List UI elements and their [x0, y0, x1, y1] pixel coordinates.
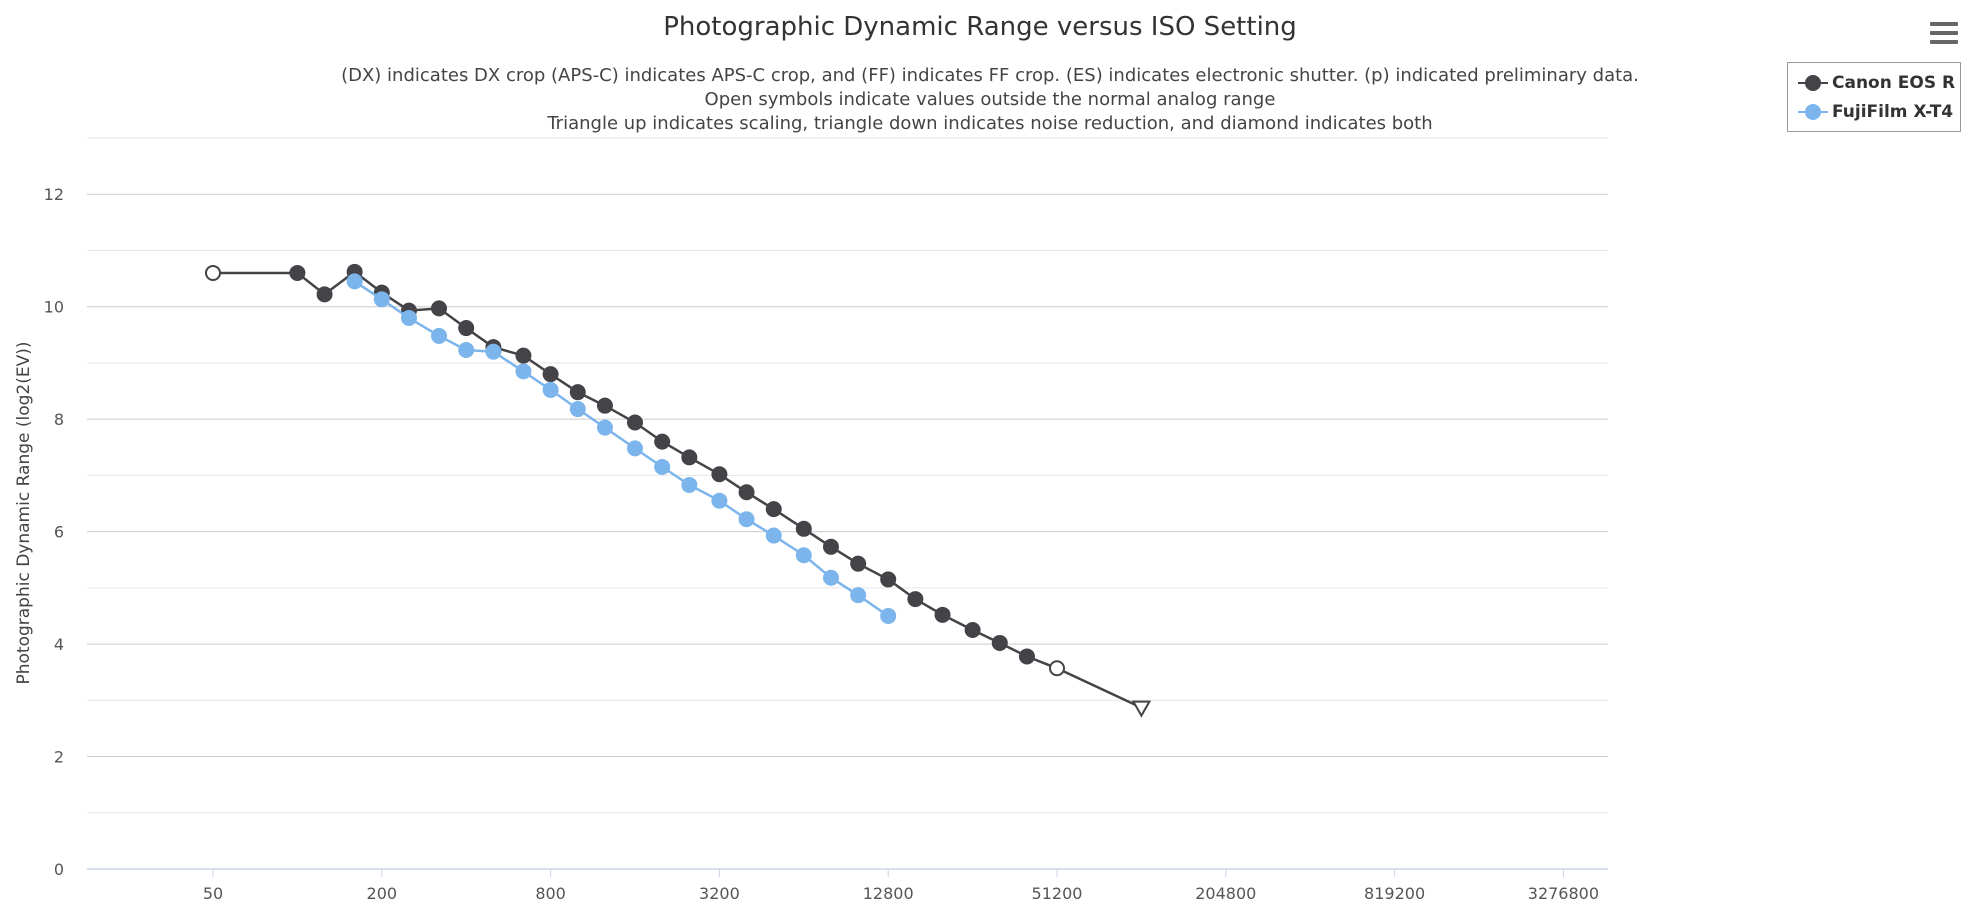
y-tick-label: 8 [54, 410, 64, 429]
data-point-fujifilm-x-t4[interactable] [542, 381, 559, 398]
data-point-canon-eos-r[interactable] [850, 555, 867, 572]
x-tick-label: 51200 [1032, 884, 1083, 903]
y-tick-label: 2 [54, 748, 64, 767]
data-point-fujifilm-x-t4[interactable] [654, 458, 671, 475]
data-point-fujifilm-x-t4[interactable] [515, 363, 532, 380]
data-point-canon-eos-r[interactable] [880, 571, 897, 588]
y-tick-label: 4 [54, 635, 64, 654]
data-point-fujifilm-x-t4[interactable] [822, 569, 839, 586]
series-line-fujifilm-x-t4 [353, 280, 889, 618]
data-point-fujifilm-x-t4[interactable] [711, 492, 728, 509]
x-tick-label: 3200 [699, 884, 740, 903]
data-point-fujifilm-x-t4[interactable] [373, 291, 390, 308]
y-tick-label: 6 [54, 523, 64, 542]
data-point-canon-eos-r[interactable] [1018, 648, 1035, 665]
data-point-fujifilm-x-t4[interactable] [569, 401, 586, 418]
data-point-canon-eos-r[interactable] [964, 622, 981, 639]
data-point-canon-eos-r[interactable] [289, 264, 306, 281]
hamburger-menu-icon[interactable] [1930, 22, 1958, 46]
subtitle-line-3: Triangle up indicates scaling, triangle … [547, 113, 1433, 134]
data-point-canon-eos-r[interactable] [765, 501, 782, 518]
data-point-canon-eos-r[interactable] [738, 484, 755, 501]
legend-symbol-canon-eos-r [1798, 75, 1828, 91]
data-point-fujifilm-x-t4[interactable] [880, 607, 897, 624]
data-point-canon-eos-r[interactable] [627, 414, 643, 431]
legend-symbol-fujifilm-x-t4 [1798, 104, 1828, 120]
data-point-canon-eos-r[interactable] [400, 302, 417, 319]
legend-item-fujifilm-x-t4[interactable]: FujiFilm X-T4 [1798, 100, 1958, 124]
axis-layer: 0 2 4 6 8 10 12 50 200 800 3200 12800 51200 204800 819… [44, 185, 1608, 903]
x-tick-label: 204800 [1195, 884, 1256, 903]
data-point-canon-eos-r[interactable] [458, 320, 475, 337]
data-point-fujifilm-x-t4[interactable] [485, 343, 502, 360]
data-point-canon-eos-r[interactable] [515, 347, 532, 364]
data-point-canon-eos-r[interactable] [542, 366, 559, 383]
y-tick-label: 10 [44, 298, 64, 317]
data-point-triangle-down-canon-eos-r[interactable] [1131, 700, 1152, 718]
data-point-canon-eos-r[interactable] [431, 300, 448, 317]
data-point-canon-eos-r[interactable] [654, 433, 671, 450]
data-point-fujifilm-x-t4[interactable] [850, 587, 867, 604]
data-point-fujifilm-x-t4[interactable] [795, 547, 812, 564]
data-point-fujifilm-x-t4[interactable] [458, 341, 475, 358]
data-point-canon-eos-r[interactable] [934, 606, 951, 623]
data-point-fujifilm-x-t4[interactable] [738, 511, 755, 528]
data-point-canon-eos-r[interactable] [316, 286, 333, 303]
x-tick-label: 50 [203, 884, 223, 903]
subtitle-line-2: Open symbols indicate values outside the… [704, 89, 1276, 110]
series-line-canon-eos-r [213, 270, 1142, 709]
data-point-canon-eos-r[interactable] [795, 520, 812, 537]
data-point-fujifilm-x-t4[interactable] [627, 440, 643, 457]
data-point-canon-eos-r[interactable] [373, 284, 390, 301]
series-layer [205, 263, 1152, 718]
data-point-canon-eos-r[interactable] [485, 339, 502, 356]
x-tick-label: 819200 [1364, 884, 1425, 903]
data-point-canon-eos-r[interactable] [991, 634, 1008, 651]
subtitle-line-1: (DX) indicates DX crop (APS-C) indicates… [341, 65, 1639, 86]
data-point-fujifilm-x-t4[interactable] [596, 419, 613, 436]
data-point-canon-eos-r[interactable] [596, 397, 613, 414]
x-tick-label: 800 [535, 884, 566, 903]
legend-label-canon-eos-r: Canon EOS R [1832, 73, 1956, 93]
chart-title: Photographic Dynamic Range versus ISO Se… [663, 12, 1297, 42]
data-point-open-canon-eos-r[interactable] [1049, 660, 1065, 677]
legend-item-canon-eos-r[interactable]: Canon EOS R [1798, 71, 1958, 95]
data-point-fujifilm-x-t4[interactable] [431, 327, 448, 344]
x-tick-label: 12800 [863, 884, 914, 903]
y-tick-label: 12 [44, 185, 64, 204]
data-point-canon-eos-r[interactable] [822, 538, 839, 555]
grid-layer [87, 137, 1608, 814]
data-point-fujifilm-x-t4[interactable] [346, 273, 363, 290]
data-point-canon-eos-r[interactable] [711, 466, 728, 483]
y-axis-title: Photographic Dynamic Range (log2(EV)) [14, 341, 34, 684]
legend-label-fujifilm-x-t4: FujiFilm X-T4 [1832, 102, 1954, 122]
data-point-canon-eos-r[interactable] [346, 263, 363, 280]
data-point-fujifilm-x-t4[interactable] [400, 309, 417, 326]
data-point-fujifilm-x-t4[interactable] [765, 527, 782, 544]
data-point-open-canon-eos-r[interactable] [205, 264, 221, 281]
legend: Canon EOS R FujiFilm X-T4 [1787, 62, 1961, 132]
data-point-canon-eos-r[interactable] [569, 384, 586, 401]
data-point-canon-eos-r[interactable] [681, 449, 698, 466]
x-tick-label: 200 [367, 884, 398, 903]
x-tick-label: 3276800 [1528, 884, 1599, 903]
data-point-fujifilm-x-t4[interactable] [681, 476, 698, 493]
y-tick-label: 0 [54, 860, 64, 879]
data-point-canon-eos-r[interactable] [907, 591, 924, 608]
chart-subtitle: (DX) indicates DX crop (APS-C) indicates… [40, 64, 1940, 136]
